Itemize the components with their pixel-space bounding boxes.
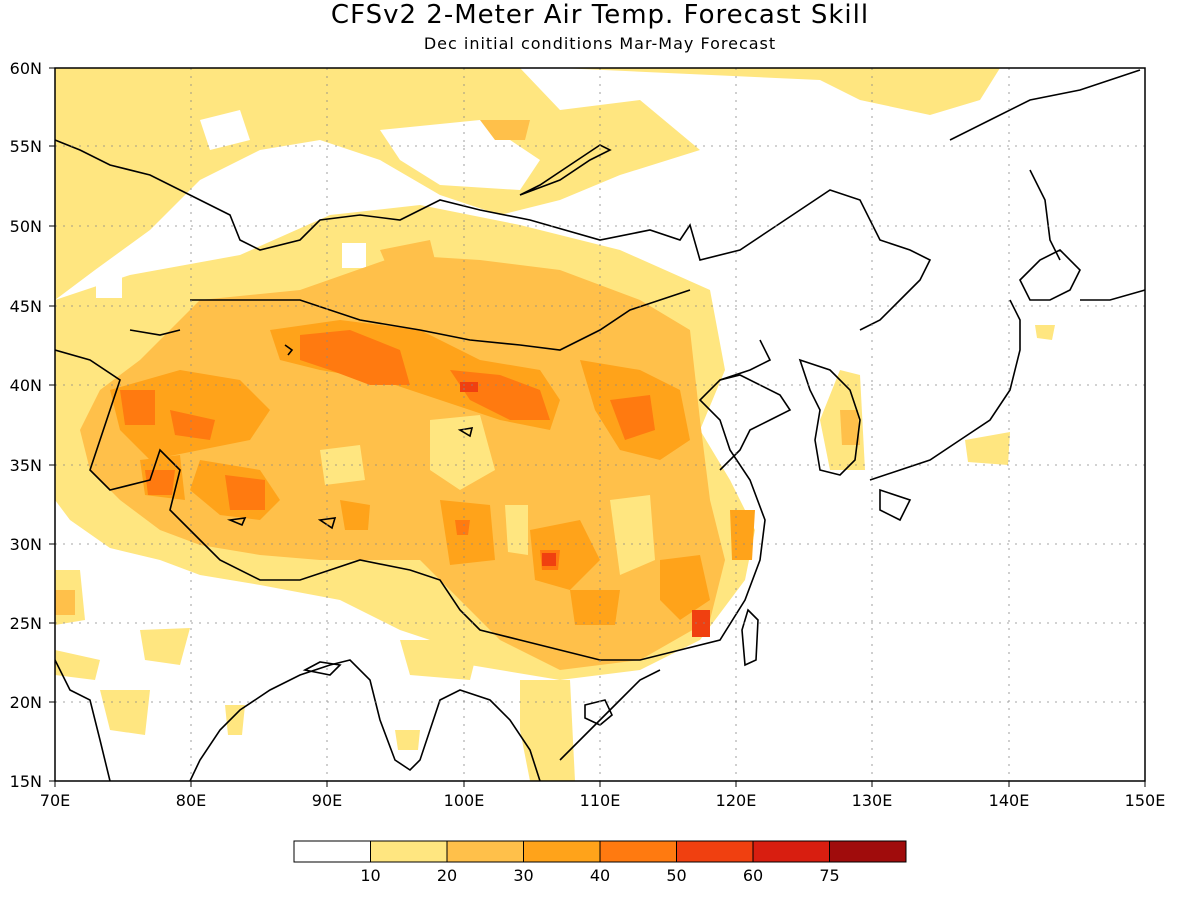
lon-label: 140E [989, 791, 1030, 810]
colorbar-swatch [446, 840, 524, 863]
lon-label: 150E [1125, 791, 1166, 810]
lat-label: 60N [10, 59, 42, 78]
colorbar-label: 30 [513, 866, 533, 885]
graticule [55, 68, 1145, 781]
lat-label: 55N [10, 137, 42, 156]
lat-label: 35N [10, 456, 42, 475]
axis-ticks [49, 67, 1146, 787]
colorbar-swatch [523, 840, 601, 863]
colorbar-label: 40 [590, 866, 610, 885]
colorbar-swatch [829, 840, 907, 863]
lat-label: 50N [10, 217, 42, 236]
lat-labels: 60N 55N 50N 45N 40N 35N 30N 25N 20N 15N [10, 59, 42, 791]
colorbar-label: 50 [666, 866, 686, 885]
colorbar-swatch [752, 840, 830, 863]
colorbar-swatch [370, 840, 448, 863]
colorbar: 10 20 30 40 50 60 75 [293, 840, 907, 885]
lon-label: 80E [176, 791, 206, 810]
colorbar-label: 60 [743, 866, 763, 885]
lat-label: 45N [10, 297, 42, 316]
skill-holes-2 [320, 415, 655, 575]
coastlines-borders [55, 69, 1145, 781]
lat-label: 40N [10, 376, 42, 395]
lon-label: 110E [580, 791, 621, 810]
map-title: CFSv2 2-Meter Air Temp. Forecast Skill [330, 0, 870, 30]
lat-label: 25N [10, 614, 42, 633]
lon-label: 130E [852, 791, 893, 810]
map-subtitle: Dec initial conditions Mar-May Forecast [423, 34, 777, 53]
colorbar-label: 10 [360, 866, 380, 885]
colorbar-swatch [293, 840, 371, 863]
lat-label: 20N [10, 693, 42, 712]
skill-band-50-60 [460, 382, 710, 637]
lon-labels: 70E 80E 90E 100E 110E 120E 130E 140E 150… [40, 791, 1166, 810]
skill-field [55, 68, 1055, 781]
lon-label: 70E [40, 791, 70, 810]
colorbar-swatch [599, 840, 677, 863]
lon-label: 100E [444, 791, 485, 810]
colorbar-label: 20 [437, 866, 457, 885]
lat-label: 15N [10, 772, 42, 791]
colorbar-label: 75 [819, 866, 839, 885]
lon-label: 120E [716, 791, 757, 810]
lon-label: 90E [312, 791, 342, 810]
lat-label: 30N [10, 535, 42, 554]
colorbar-swatch [676, 840, 754, 863]
